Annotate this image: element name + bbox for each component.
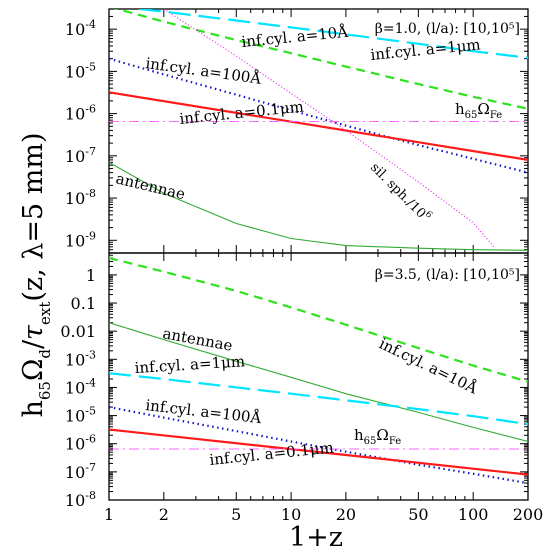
y-tick-label: 1	[86, 266, 96, 285]
curve-label: inf.cyl. a=1μm	[134, 352, 245, 377]
plot-frame	[108, 252, 529, 501]
curve-label: inf.cyl. a=10Å	[241, 23, 349, 51]
x-tick-label: 100	[458, 505, 489, 524]
y-axis-label: h65Ωd/τext(z, λ=5 mm)	[18, 132, 54, 417]
panel-top: 10-4 10-5 10-6 10-7 10-8 10-9 β=1.0, (l/a): [1…	[65, 8, 529, 254]
panel-bottom: 1 0.1 0.01 10-3 10-4 10-5 10-6 10-7 10-8 1 2 5 10 20 5…	[60, 252, 544, 524]
series-line	[109, 322, 528, 443]
y-tick-label: 10-4	[65, 376, 96, 397]
series-line	[109, 91, 528, 161]
curve-label: inf.cyl. a=0.1μm	[179, 97, 305, 128]
y-tick-label: 10-9	[65, 229, 96, 250]
x-tick-label: 1	[104, 505, 114, 524]
x-tick-label: 2	[159, 505, 169, 524]
series-line	[109, 256, 528, 383]
y-tick-label: 10-5	[65, 405, 96, 426]
x-tick-label: 5	[231, 505, 241, 524]
y-tick-label: 10-5	[65, 60, 96, 81]
y-tick-label: 10-3	[65, 348, 96, 369]
curve-label: inf.cyl. a=100Å	[144, 54, 262, 88]
series-line	[113, 9, 528, 110]
y-tick-label: 10-6	[65, 433, 96, 454]
curve-label: inf.cyl. a=10Å	[376, 334, 480, 397]
y-tick-label: 10-6	[65, 103, 96, 124]
series-line	[163, 9, 495, 248]
y-tick-label: 10-7	[65, 145, 96, 166]
y-tick-label: 0.1	[71, 294, 96, 313]
series-line	[129, 9, 528, 59]
panel-header: β=1.0, (l/a): [10,10⁵]	[375, 21, 520, 37]
series-line	[109, 406, 528, 485]
y-tick-label: 0.01	[60, 322, 96, 341]
y-tick-label: 10-8	[65, 187, 96, 208]
x-tick-label: 200	[513, 505, 544, 524]
x-tick-label: 10	[281, 505, 301, 524]
series-line	[109, 372, 528, 426]
curve-label: h65ΩFe	[354, 426, 401, 447]
curve-label: h65ΩFe	[455, 100, 502, 121]
panel-header: β=3.5, (l/a): [10,10⁵]	[375, 267, 520, 283]
curve-label: antennae	[114, 169, 187, 203]
series-line	[109, 161, 528, 251]
x-tick-label: 20	[336, 505, 356, 524]
x-axis-label: 1+z	[289, 522, 343, 553]
y-tick-label: 10-4	[65, 18, 96, 39]
y-tick-label: 10-7	[65, 461, 96, 482]
y-tick-label: 10-8	[65, 489, 96, 510]
x-tick-label: 50	[408, 505, 428, 524]
svg-text:h65Ωd/τext(z, λ=5 mm): h65Ωd/τext(z, λ=5 mm)	[18, 132, 54, 417]
series-line	[109, 428, 528, 476]
curve-label: inf.cyl. a=100Å	[145, 396, 263, 427]
